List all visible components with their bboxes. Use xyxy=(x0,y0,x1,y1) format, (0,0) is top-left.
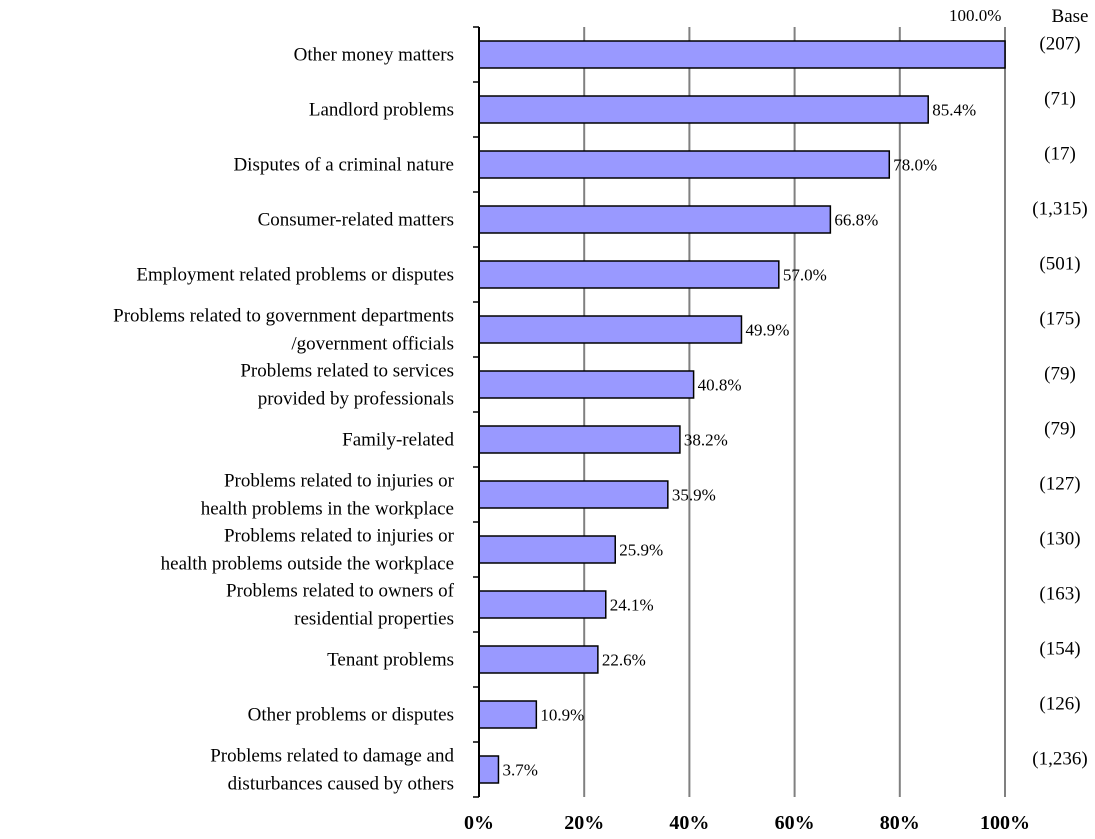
value-label: 100.0% xyxy=(949,6,1001,25)
base-value: (154) xyxy=(1039,639,1080,660)
category-label: Landlord problems xyxy=(309,100,454,121)
base-value: (126) xyxy=(1039,694,1080,715)
category-label: Other problems or disputes xyxy=(248,705,454,726)
value-label: 49.9% xyxy=(745,321,789,340)
value-label: 38.2% xyxy=(684,431,728,450)
x-tick-label: 40% xyxy=(669,812,709,834)
value-label: 22.6% xyxy=(602,651,646,670)
category-label: Problems related to government departmen… xyxy=(113,306,454,327)
value-label: 10.9% xyxy=(540,706,584,725)
base-value: (207) xyxy=(1039,34,1080,55)
value-labels: 100.0% 85.4% 78.0% 66.8% 57.0% 49.9% 40.8% 38.2… xyxy=(502,6,1001,780)
bar xyxy=(478,205,832,234)
value-label: 57.0% xyxy=(783,266,827,285)
category-label: Consumer-related matters xyxy=(258,210,454,231)
category-label: health problems outside the workplace xyxy=(161,554,454,575)
value-label: 25.9% xyxy=(619,541,663,560)
bar xyxy=(478,590,607,619)
base-value: (79) xyxy=(1044,364,1076,385)
base-value: (1,236) xyxy=(1032,749,1087,770)
grid-lines xyxy=(583,27,1006,797)
bar xyxy=(478,480,669,509)
base-value: (71) xyxy=(1044,89,1076,110)
base-column: Base (207) (71) (17) (1,315) (501) (175) (79) (… xyxy=(1032,6,1088,770)
bar xyxy=(478,645,599,674)
bar xyxy=(478,535,616,564)
bar xyxy=(478,150,891,179)
bar xyxy=(478,755,500,784)
base-value: (130) xyxy=(1039,529,1080,550)
base-value: (127) xyxy=(1039,474,1080,495)
x-tick-label: 100% xyxy=(980,812,1030,834)
category-label: Problems related to services xyxy=(240,361,454,382)
category-labels: Other money matters Landlord problems Disp… xyxy=(113,45,455,795)
base-value: (163) xyxy=(1039,584,1080,605)
base-value: (175) xyxy=(1039,309,1080,330)
bar xyxy=(478,95,929,124)
category-label: Family-related xyxy=(342,430,454,451)
category-label: Employment related problems or disputes xyxy=(136,265,454,286)
value-label: 35.9% xyxy=(672,486,716,505)
category-label: Problems related to damage and xyxy=(210,746,454,767)
base-value: (79) xyxy=(1044,419,1076,440)
value-label: 40.8% xyxy=(698,376,742,395)
value-label: 66.8% xyxy=(834,211,878,230)
bar xyxy=(478,40,1006,69)
x-tick-label: 0% xyxy=(464,812,494,834)
category-label: Problems related to injuries or xyxy=(224,471,455,492)
value-label: 85.4% xyxy=(932,101,976,120)
category-label: Problems related to injuries or xyxy=(224,526,455,547)
value-label: 78.0% xyxy=(893,156,937,175)
value-label: 24.1% xyxy=(610,596,654,615)
category-label: Disputes of a criminal nature xyxy=(233,155,454,176)
bar xyxy=(478,370,695,399)
category-label: Tenant problems xyxy=(327,650,454,671)
category-label: health problems in the workplace xyxy=(201,499,454,520)
base-value: (17) xyxy=(1044,144,1076,165)
category-label: Problems related to owners of xyxy=(226,581,455,602)
category-label: provided by professionals xyxy=(258,389,454,410)
bars xyxy=(478,40,1006,784)
base-header: Base xyxy=(1052,6,1089,27)
x-tick-label: 20% xyxy=(564,812,604,834)
x-tick-label: 60% xyxy=(775,812,815,834)
value-label: 3.7% xyxy=(502,761,537,780)
category-label: Other money matters xyxy=(294,45,454,66)
category-label: disturbances caused by others xyxy=(228,774,454,795)
bar xyxy=(478,260,780,289)
bar xyxy=(478,700,538,729)
x-tick-labels: 0% 20% 40% 60% 80% 100% xyxy=(464,812,1030,834)
x-tick-label: 80% xyxy=(880,812,920,834)
bar xyxy=(478,425,681,454)
category-label: /government officials xyxy=(291,334,454,355)
category-label: residential properties xyxy=(294,609,454,630)
axis xyxy=(473,26,480,798)
bar xyxy=(478,315,743,344)
base-value: (501) xyxy=(1039,254,1080,275)
base-value: (1,315) xyxy=(1032,199,1087,220)
